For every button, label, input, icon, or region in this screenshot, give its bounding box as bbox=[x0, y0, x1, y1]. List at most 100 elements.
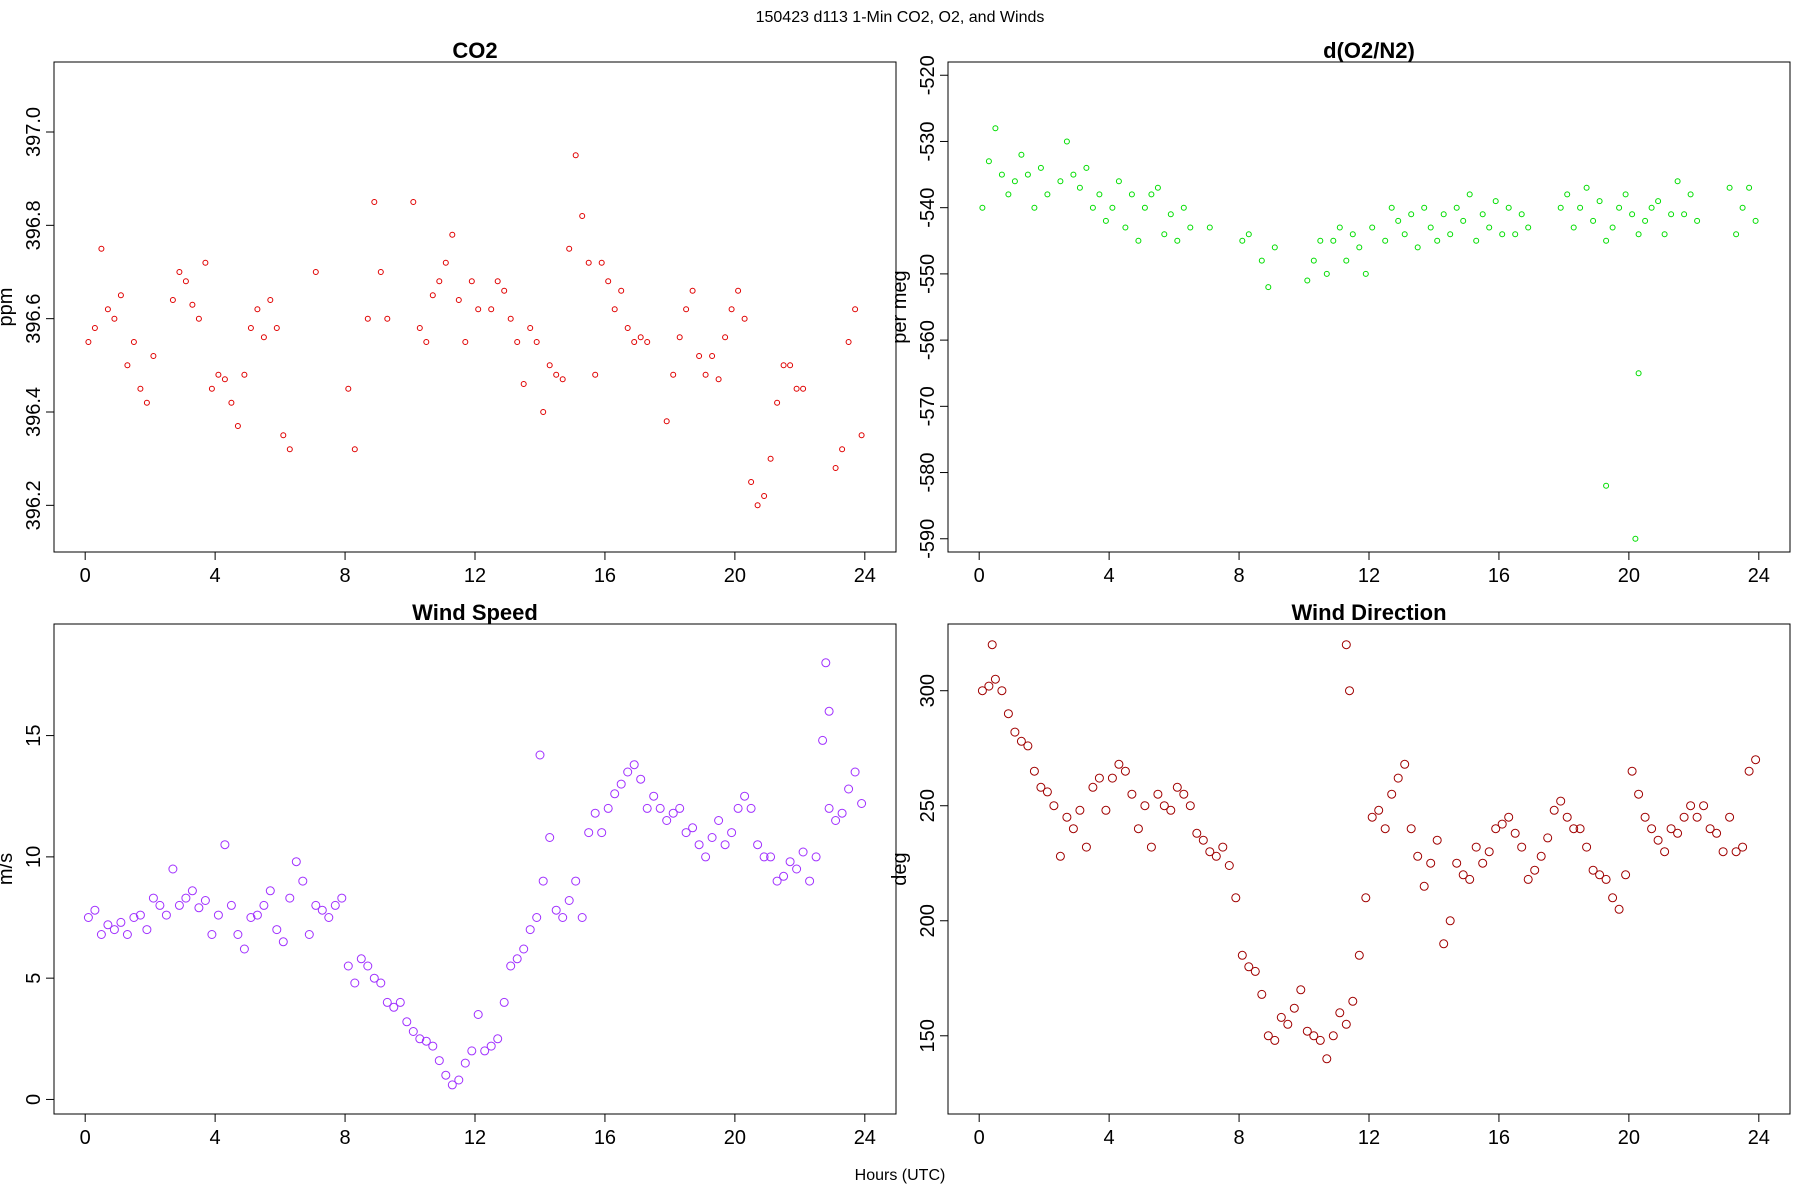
o2-data-point bbox=[1096, 191, 1103, 198]
wind-direction-data-point bbox=[1491, 824, 1501, 834]
wind-speed-data-point bbox=[623, 767, 633, 777]
co2-data-point bbox=[735, 287, 742, 294]
o2-data-point bbox=[1180, 204, 1187, 211]
wind-speed-data-point bbox=[350, 978, 360, 988]
o2-data-point bbox=[1343, 257, 1350, 264]
co2-x-tick-label: 12 bbox=[464, 565, 486, 587]
o2-data-point bbox=[1635, 231, 1642, 238]
o2-x-tick-label: 8 bbox=[1233, 565, 1244, 587]
wind-direction-data-point bbox=[1237, 950, 1247, 960]
wind-speed-x-tick-label: 8 bbox=[339, 1127, 350, 1149]
wind-direction-data-point bbox=[1140, 801, 1150, 811]
o2-data-point bbox=[1427, 224, 1434, 231]
o2-data-point bbox=[1018, 151, 1025, 158]
wind-speed-data-point bbox=[363, 961, 373, 971]
o2-panel: d(O2/N2) per meg 0 4 8 12 16 20 24 -590 -580 -570 -5… bbox=[889, 38, 1791, 587]
wind-speed-data-point bbox=[727, 828, 737, 838]
wind-speed-data-point bbox=[535, 750, 545, 760]
o2-data-point bbox=[1577, 204, 1584, 211]
wind-speed-data-point bbox=[694, 840, 704, 850]
wind-direction-data-point bbox=[1543, 833, 1553, 843]
o2-data-point bbox=[1187, 224, 1194, 231]
co2-data-point bbox=[741, 315, 748, 322]
wind-speed-data-point bbox=[109, 925, 119, 935]
co2-data-point bbox=[845, 339, 852, 345]
co2-data-point bbox=[176, 269, 183, 275]
co2-data-point bbox=[247, 325, 254, 331]
wind-direction-data-point bbox=[1413, 851, 1423, 861]
common-x-axis-label: Hours (UTC) bbox=[855, 1167, 946, 1184]
wind-speed-data-point bbox=[103, 920, 113, 930]
wind-speed-data-point bbox=[343, 961, 353, 971]
o2-data-point bbox=[1109, 204, 1116, 211]
wind-direction-data-point bbox=[1653, 835, 1663, 845]
wind-speed-data-point bbox=[480, 1046, 490, 1056]
o2-title: d(O2/N2) bbox=[1323, 38, 1415, 63]
co2-data-point bbox=[728, 306, 735, 313]
wind-speed-data-point bbox=[818, 735, 828, 745]
wind-direction-data-point bbox=[1504, 812, 1514, 822]
o2-y-axis-label: per meg bbox=[889, 270, 911, 343]
wind-speed-data-point bbox=[857, 799, 867, 808]
wind-direction-data-point bbox=[1575, 824, 1585, 834]
wind-speed-data-point bbox=[798, 847, 808, 857]
wind-speed-data-point bbox=[155, 900, 165, 910]
wind-direction-data-point bbox=[1588, 865, 1598, 875]
o2-data-point bbox=[992, 125, 999, 132]
co2-data-point bbox=[559, 376, 566, 383]
wind-speed-data-point bbox=[402, 1017, 412, 1027]
wind-direction-data-point bbox=[1166, 805, 1176, 815]
o2-data-point bbox=[1596, 198, 1603, 205]
wind-direction-y-tick-label: 150 bbox=[917, 1019, 939, 1052]
wind-speed-data-point bbox=[415, 1034, 425, 1044]
wind-direction-data-point bbox=[1036, 782, 1046, 792]
co2-data-point bbox=[494, 278, 501, 285]
wind-direction-data-point bbox=[977, 686, 987, 696]
co2-data-point bbox=[553, 371, 560, 378]
co2-data-point bbox=[715, 376, 722, 383]
wind-speed-data-point bbox=[519, 944, 529, 954]
wind-direction-data-point bbox=[1348, 996, 1358, 1006]
wind-direction-data-point bbox=[1185, 801, 1195, 811]
co2-data-point bbox=[592, 371, 599, 378]
co2-x-tick-label: 16 bbox=[594, 565, 616, 587]
wind-direction-data-point bbox=[1439, 939, 1449, 949]
o2-data-point bbox=[1726, 184, 1733, 191]
wind-speed-data-point bbox=[304, 930, 314, 939]
co2-data-point bbox=[111, 315, 118, 322]
co2-data-point bbox=[345, 385, 352, 392]
o2-data-point bbox=[1505, 204, 1512, 211]
wind-direction-data-point bbox=[1634, 789, 1644, 799]
o2-data-point bbox=[1154, 184, 1161, 191]
o2-data-point bbox=[1362, 270, 1369, 277]
co2-data-point bbox=[605, 278, 612, 285]
co2-data-point bbox=[130, 339, 137, 345]
o2-data-point bbox=[1323, 270, 1330, 277]
wind-direction-data-point bbox=[1497, 819, 1507, 829]
wind-direction-data-point bbox=[1432, 835, 1442, 845]
wind-direction-data-point bbox=[1101, 805, 1111, 815]
co2-data-point bbox=[364, 315, 371, 322]
o2-data-point bbox=[1122, 224, 1129, 231]
co2-plot-frame bbox=[53, 61, 897, 553]
wind-speed-data-point bbox=[428, 1041, 438, 1051]
o2-data-point bbox=[979, 204, 986, 211]
o2-data-point bbox=[1356, 244, 1363, 251]
wind-direction-data-point bbox=[1380, 824, 1390, 834]
wind-direction-data-point bbox=[1283, 1019, 1293, 1029]
o2-data-point bbox=[1518, 211, 1525, 218]
wind-speed-data-point bbox=[330, 900, 340, 910]
co2-data-point bbox=[377, 269, 384, 275]
wind-speed-data-point bbox=[122, 930, 132, 939]
wind-speed-data-point bbox=[285, 893, 295, 903]
wind-direction-x-tick-label: 0 bbox=[974, 1127, 985, 1149]
wind-speed-y-tick-label: 10 bbox=[23, 846, 45, 868]
wind-speed-data-point bbox=[493, 1034, 503, 1044]
co2-data-point bbox=[182, 278, 189, 285]
wind-direction-data-point bbox=[1640, 812, 1650, 822]
o2-data-point bbox=[1388, 204, 1395, 211]
co2-data-point bbox=[384, 315, 391, 322]
wind-direction-data-point bbox=[1751, 755, 1761, 765]
co2-data-point bbox=[501, 287, 508, 294]
o2-data-point bbox=[1336, 224, 1343, 231]
